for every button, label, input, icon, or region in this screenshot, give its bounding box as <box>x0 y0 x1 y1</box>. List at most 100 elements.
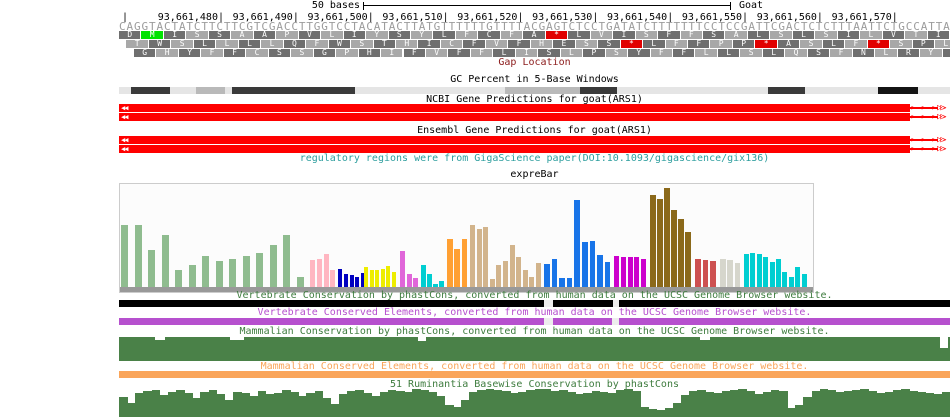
expression-bar[interactable] <box>316 259 322 287</box>
dna-sequence[interactable]: CAGGTACTATCTTCTTCGTCGACCTTGGTCCTACATACTT… <box>119 20 950 33</box>
expression-bar[interactable] <box>788 277 794 287</box>
expression-bar[interactable] <box>516 257 522 287</box>
expression-bar[interactable] <box>330 270 336 287</box>
expression-bar[interactable] <box>148 250 155 287</box>
expression-bar[interactable] <box>664 188 670 287</box>
expression-bar[interactable] <box>503 261 508 287</box>
expression-bar[interactable] <box>559 278 565 287</box>
expression-bar[interactable] <box>756 254 762 287</box>
expression-bar[interactable] <box>734 263 741 287</box>
expression-bar[interactable] <box>782 272 788 287</box>
expression-bar[interactable] <box>566 278 573 287</box>
expression-bar[interactable] <box>657 199 663 287</box>
expression-bar[interactable] <box>641 259 647 287</box>
exprebar-chart[interactable] <box>119 183 814 293</box>
expression-bar[interactable] <box>229 259 236 287</box>
expression-bar[interactable] <box>296 277 304 287</box>
expression-bar[interactable] <box>776 259 781 287</box>
expression-bar[interactable] <box>349 275 354 287</box>
expression-bar[interactable] <box>215 261 223 287</box>
expression-bar[interactable] <box>769 262 775 287</box>
expression-bar[interactable] <box>634 257 640 287</box>
expression-bar[interactable] <box>369 270 374 287</box>
expression-bar[interactable] <box>433 284 438 287</box>
expression-bar[interactable] <box>283 235 290 287</box>
expression-bar[interactable] <box>413 278 418 287</box>
expression-bar[interactable] <box>627 257 633 287</box>
translation-frames[interactable]: D M I S S A A P V L I Y S Y L F C F A * L V I S F F S A L S L S I L V T I T W S… <box>0 31 950 58</box>
expression-bar[interactable] <box>343 274 348 287</box>
expression-bar[interactable] <box>361 273 366 287</box>
expression-bar[interactable] <box>685 232 691 287</box>
expression-bar[interactable] <box>763 257 769 287</box>
expression-bar[interactable] <box>121 225 128 287</box>
expression-bar[interactable] <box>650 195 656 287</box>
expression-bar[interactable] <box>795 267 801 287</box>
expression-bar[interactable] <box>620 257 626 287</box>
expression-bar[interactable] <box>439 281 444 287</box>
expression-bar[interactable] <box>678 219 684 287</box>
expression-bar[interactable] <box>375 270 380 287</box>
ncbi-gene-bar[interactable]: ◀◀ > > > > ▷▷ <box>119 103 950 113</box>
expression-bar[interactable] <box>392 272 396 287</box>
expression-bar[interactable] <box>614 256 619 287</box>
expression-bar[interactable] <box>175 270 182 287</box>
expression-bar[interactable] <box>447 239 453 287</box>
expression-bar[interactable] <box>671 210 677 287</box>
position-ruler[interactable]: | 93,661,480| 93,661,490| 93,661,500| 93,661… <box>0 13 950 23</box>
expression-bar[interactable] <box>310 260 315 287</box>
expression-bar[interactable] <box>489 279 495 287</box>
ruminantia-wiggle-track[interactable] <box>119 389 950 417</box>
expression-bar[interactable] <box>702 260 709 287</box>
mammalian-elements-track[interactable] <box>119 371 950 378</box>
ensembl-gene-bar[interactable]: ◀◀ > > > > ▷▷ <box>119 135 950 145</box>
ensembl-gene-bar[interactable]: ◀◀ > > > > ▷▷ <box>119 144 950 154</box>
expression-bar[interactable] <box>470 225 475 287</box>
expression-bar[interactable] <box>522 270 528 287</box>
mammalian-conservation-track[interactable] <box>119 337 950 361</box>
expression-bar[interactable] <box>710 261 716 287</box>
expression-bar[interactable] <box>801 274 807 287</box>
expression-bar[interactable] <box>242 256 250 287</box>
expression-bar[interactable] <box>476 229 482 287</box>
expression-bar[interactable] <box>269 245 277 287</box>
vertebrate-conservation-track[interactable] <box>119 300 950 307</box>
expression-bar[interactable] <box>454 249 460 287</box>
gc-percent-track[interactable] <box>119 87 950 94</box>
expression-bar[interactable] <box>574 200 580 287</box>
expression-bar[interactable] <box>161 235 169 287</box>
expression-bar[interactable] <box>750 253 756 287</box>
expression-bar[interactable] <box>188 265 196 287</box>
expression-bar[interactable] <box>461 239 468 287</box>
ncbi-gene-bar[interactable]: ◀◀ > > > > ▷▷ <box>119 112 950 122</box>
expression-bar[interactable] <box>323 254 329 287</box>
expression-bar[interactable] <box>202 256 209 287</box>
expression-bar[interactable] <box>496 265 502 287</box>
expression-bar[interactable] <box>589 241 596 287</box>
expression-bar[interactable] <box>406 274 412 287</box>
expression-bar[interactable] <box>544 264 550 287</box>
expression-bar[interactable] <box>483 227 489 287</box>
expression-bar[interactable] <box>427 274 432 287</box>
expression-bar[interactable] <box>582 242 588 287</box>
expression-bar[interactable] <box>551 259 558 287</box>
expression-bar[interactable] <box>529 277 535 287</box>
expression-bar[interactable] <box>536 263 541 287</box>
vertebrate-elements-track[interactable] <box>119 318 950 325</box>
expression-bar[interactable] <box>386 266 391 287</box>
expression-bar[interactable] <box>134 225 142 287</box>
expression-bar[interactable] <box>597 255 603 287</box>
expression-bar[interactable] <box>355 277 360 287</box>
expression-bar[interactable] <box>338 269 342 287</box>
expression-bar[interactable] <box>400 251 405 287</box>
expression-bar[interactable] <box>720 259 726 287</box>
expression-bar[interactable] <box>695 259 701 287</box>
expression-bar[interactable] <box>604 262 611 287</box>
expression-bar[interactable] <box>256 253 263 287</box>
expression-bar[interactable] <box>509 245 515 287</box>
expression-bar[interactable] <box>380 269 385 287</box>
expression-bar[interactable] <box>744 254 749 287</box>
expression-bar[interactable] <box>364 267 368 287</box>
expression-bar[interactable] <box>727 260 733 287</box>
expression-bar[interactable] <box>421 265 426 287</box>
